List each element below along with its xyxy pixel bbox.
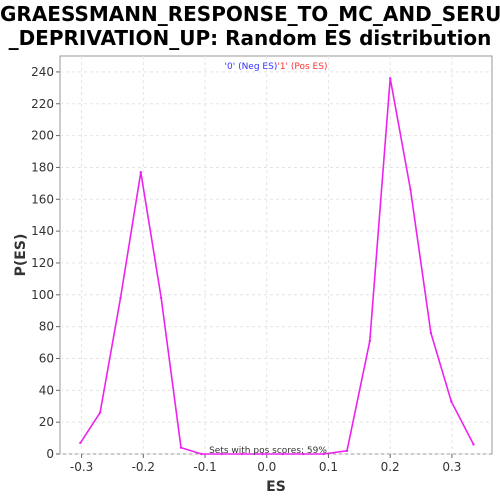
data-point [429,331,433,335]
legend-entry-neg: '0' (Neg ES) [225,62,278,72]
data-point [368,339,372,343]
data-point [179,446,183,449]
chart-title-line-1: GRAESSMANN_RESPONSE_TO_MC_AND_SERUM [0,2,500,26]
data-point [388,77,392,80]
series-lines [79,77,475,456]
data-point [409,188,412,191]
x-tick-label: 0.3 [442,460,461,474]
data-point [98,411,102,414]
x-tick-label: -0.3 [70,460,93,474]
legend: '0' (Neg ES)'1' (Pos ES) [225,62,328,72]
plot-area [59,55,493,455]
y-tick-label: 180 [31,160,54,174]
y-axis-label: P(ES) [13,234,29,277]
chart-title: GRAESSMANN_RESPONSE_TO_MC_AND_SERUM _DEP… [0,2,500,50]
data-point [345,449,349,453]
x-axis-ticks: -0.3 -0.2 -0.1 0.0 0.1 0.2 0.3 [70,454,461,474]
y-tick-label: 140 [31,224,54,238]
pos-scores-annotation: Sets with pos scores: 59% [209,446,327,456]
data-point [220,452,223,456]
y-tick-label: 100 [31,288,54,302]
x-tick-label: 0.0 [257,460,276,474]
y-axis-ticks: 0 20 40 60 80 100 120 140 160 180 200 220 240 [31,65,60,461]
data-point [472,443,475,446]
x-tick-label: 0.1 [319,460,338,474]
y-tick-label: 160 [31,192,54,206]
data-point [79,441,82,445]
series-line [79,78,475,455]
x-tick-label: -0.1 [193,460,216,474]
data-point [200,452,203,456]
y-tick-label: 40 [39,383,54,397]
y-tick-label: 60 [39,351,54,365]
legend-entry-pos: '1' (Pos ES) [277,62,327,72]
data-point [160,296,163,300]
data-point [281,452,284,456]
data-point [119,296,122,300]
x-axis-label: ES [266,479,286,495]
y-tick-label: 200 [31,129,54,143]
y-tick-label: 20 [39,415,54,429]
data-point [322,452,325,456]
data-point [301,452,305,456]
y-tick-label: 80 [39,320,54,334]
x-tick-label: 0.2 [381,460,400,474]
y-tick-label: 0 [46,447,54,461]
y-tick-label: 240 [31,65,54,79]
y-tick-label: 220 [31,97,54,111]
data-point [261,452,264,456]
data-point [240,452,244,456]
x-tick-label: -0.2 [132,460,155,474]
data-point [139,171,143,174]
y-tick-label: 120 [31,256,54,270]
chart-title-line-2: _DEPRIVATION_UP: Random ES distribution [8,26,492,50]
data-point [450,400,453,403]
